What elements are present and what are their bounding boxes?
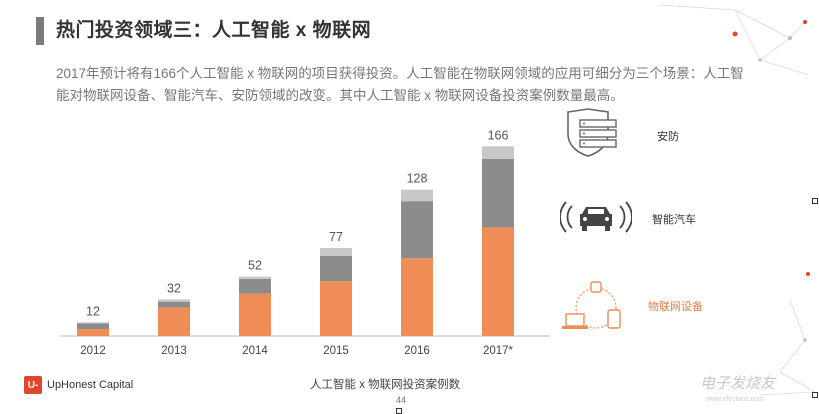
bar-segment-2017*-0	[482, 227, 514, 336]
bar-segment-2015-2	[320, 248, 352, 256]
watermark-text: 电子发烧友	[700, 375, 776, 392]
page-number: 44	[396, 395, 407, 405]
data-label-2015: 77	[329, 230, 343, 244]
bar-segment-2013-2	[158, 299, 190, 302]
bar-segment-2016-1	[401, 201, 433, 259]
title-accent-bar	[36, 17, 44, 45]
legend-auto-label: 智能汽车	[652, 214, 696, 226]
bar-segment-2012-2	[77, 322, 109, 324]
shield-server-icon	[567, 108, 617, 157]
description-text: 2017年预计将有166个人工智能 x 物联网的项目获得投资。人工智能在物联网领…	[56, 66, 744, 103]
bar-segment-2015-1	[320, 256, 352, 282]
bar-segment-2013-1	[158, 301, 190, 308]
legend-security-label: 安防	[657, 131, 679, 143]
bar-segment-2013-0	[158, 307, 190, 336]
bar-segment-2017*-2	[482, 146, 514, 159]
selection-handle[interactable]	[396, 408, 402, 414]
data-label-2012: 12	[86, 304, 100, 318]
data-label-2016: 128	[407, 172, 428, 186]
x-tick-label-2013: 2013	[161, 345, 187, 357]
x-tick-label-2017*: 2017*	[483, 345, 514, 357]
bar-segment-2017*-1	[482, 158, 514, 228]
x-tick-label-2012: 2012	[80, 345, 106, 357]
car-signal-icon	[560, 201, 632, 233]
data-label-2017*: 166	[488, 128, 509, 142]
page-title: 热门投资领域三：人工智能 x 物联网	[56, 20, 372, 41]
company-logo: U- UpHonest Capital	[24, 376, 133, 394]
device-network-icon	[562, 281, 621, 329]
data-label-2013: 32	[167, 281, 181, 295]
bar-segment-2015-0	[320, 281, 352, 336]
bar-segment-2014-0	[239, 293, 271, 336]
chart-caption: 人工智能 x 物联网投资案例数	[310, 379, 461, 391]
x-tick-label-2015: 2015	[323, 345, 349, 357]
watermark-url: www.elecfans.com	[706, 396, 764, 403]
bar-segment-2016-2	[401, 189, 433, 202]
legend-iot-label: 物联网设备	[648, 301, 703, 313]
investment-bar-chart: 12 2012 32 2013 52 2014 77 2015 128 2016 166 2017*	[60, 128, 550, 357]
bar-segment-2014-1	[239, 278, 271, 294]
data-label-2014: 52	[248, 259, 262, 273]
selection-handle[interactable]	[812, 392, 818, 398]
x-tick-label-2014: 2014	[242, 345, 268, 357]
bar-segment-2014-2	[239, 276, 271, 279]
logo-mark: U-	[24, 376, 42, 394]
bar-segment-2012-0	[77, 329, 109, 336]
selection-handle[interactable]	[812, 198, 818, 204]
x-tick-label-2016: 2016	[404, 345, 430, 357]
logo-text: UpHonest Capital	[47, 379, 134, 391]
bar-segment-2012-1	[77, 323, 109, 330]
bar-segment-2016-0	[401, 258, 433, 336]
